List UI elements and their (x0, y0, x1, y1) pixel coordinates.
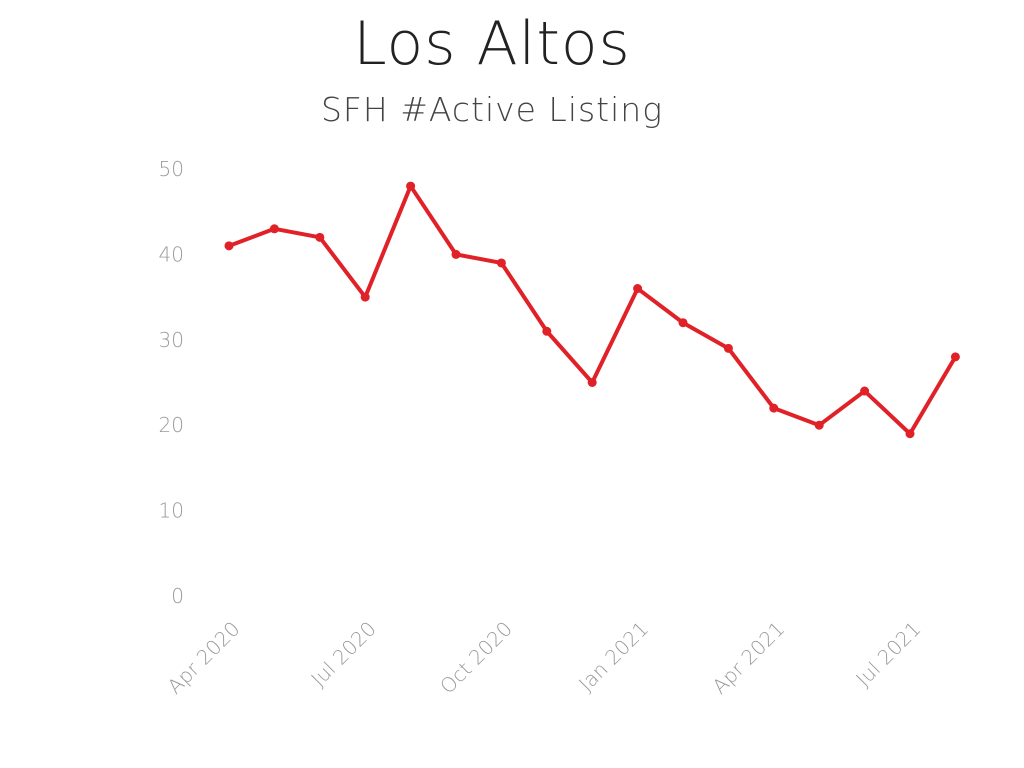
chart-title: Los Altos (353, 9, 631, 79)
y-tick-label: 20 (159, 413, 184, 437)
data-point (360, 292, 370, 302)
data-point (542, 326, 552, 336)
data-point (633, 284, 643, 294)
series-group (224, 181, 960, 439)
data-point (406, 181, 416, 191)
data-point (587, 378, 597, 387)
data-point (496, 258, 506, 268)
y-tick-label: 40 (159, 242, 184, 266)
data-point (950, 352, 960, 362)
data-point (269, 224, 279, 234)
data-point (769, 403, 779, 413)
data-point (678, 318, 688, 328)
y-tick-label: 0 (171, 584, 184, 608)
data-point (860, 386, 870, 396)
data-point (224, 241, 234, 251)
x-tick-label: Jan 2021 (574, 617, 653, 696)
x-tick-label: Jul 2020 (306, 617, 381, 692)
series-line (227, 184, 958, 436)
chart-subtitle: SFH #Active Listing (320, 90, 664, 129)
data-point (451, 249, 461, 259)
y-axis-ticks: 0 10 20 30 40 50 (159, 157, 184, 608)
y-tick-label: 30 (159, 328, 184, 352)
x-tick-label: Jul 2021 (851, 617, 926, 692)
x-tick-label: Apr 2021 (707, 617, 789, 699)
x-tick-label: Oct 2020 (435, 617, 517, 699)
y-tick-label: 50 (159, 157, 184, 181)
x-tick-label: Apr 2020 (163, 617, 245, 699)
data-point (315, 232, 325, 242)
data-point (814, 420, 824, 430)
data-point (723, 343, 733, 353)
data-point (905, 429, 915, 439)
x-axis-ticks: Apr 2020 Jul 2020 Oct 2020 Jan 2021 Apr 2021… (163, 617, 926, 699)
y-tick-label: 10 (159, 499, 184, 523)
